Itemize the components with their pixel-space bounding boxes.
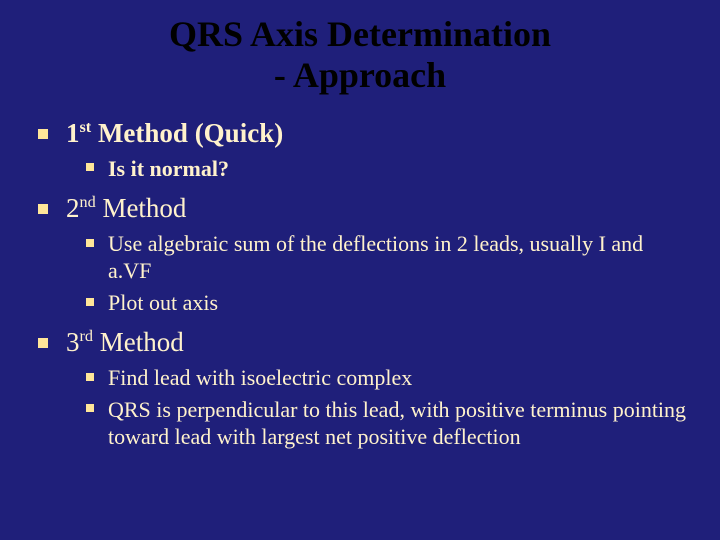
- square-bullet-icon: [86, 298, 94, 306]
- square-bullet-icon: [86, 239, 94, 247]
- sub-list-item: Use algebraic sum of the deflections in …: [86, 230, 690, 285]
- square-bullet-icon: [86, 404, 94, 412]
- slide-title: QRS Axis Determination - Approach: [30, 14, 690, 97]
- title-line-1: QRS Axis Determination: [169, 14, 551, 54]
- list-item: 1st Method (Quick): [38, 117, 690, 151]
- sub-list-item-label: Is it normal?: [108, 155, 690, 183]
- sub-list-item-label: QRS is perpendicular to this lead, with …: [108, 396, 690, 451]
- sub-list-item: Plot out axis: [86, 289, 690, 317]
- slide: QRS Axis Determination - Approach 1st Me…: [0, 0, 720, 540]
- sub-list-item: Find lead with isoelectric complex: [86, 364, 690, 392]
- square-bullet-icon: [38, 129, 48, 139]
- list-item-label: 1st Method (Quick): [66, 117, 690, 151]
- list-item: 3rd Method: [38, 326, 690, 360]
- square-bullet-icon: [86, 163, 94, 171]
- square-bullet-icon: [38, 204, 48, 214]
- list-item: 2nd Method: [38, 192, 690, 226]
- square-bullet-icon: [86, 373, 94, 381]
- title-line-2: - Approach: [274, 55, 446, 95]
- list-item-label: 2nd Method: [66, 192, 690, 226]
- sub-list-item: QRS is perpendicular to this lead, with …: [86, 396, 690, 451]
- list-item-label: 3rd Method: [66, 326, 690, 360]
- sub-list-item: Is it normal?: [86, 155, 690, 183]
- sub-list-item-label: Find lead with isoelectric complex: [108, 364, 690, 392]
- square-bullet-icon: [38, 338, 48, 348]
- sub-list-item-label: Plot out axis: [108, 289, 690, 317]
- sub-list-item-label: Use algebraic sum of the deflections in …: [108, 230, 690, 285]
- slide-body: 1st Method (Quick) Is it normal? 2nd Metho…: [30, 117, 690, 451]
